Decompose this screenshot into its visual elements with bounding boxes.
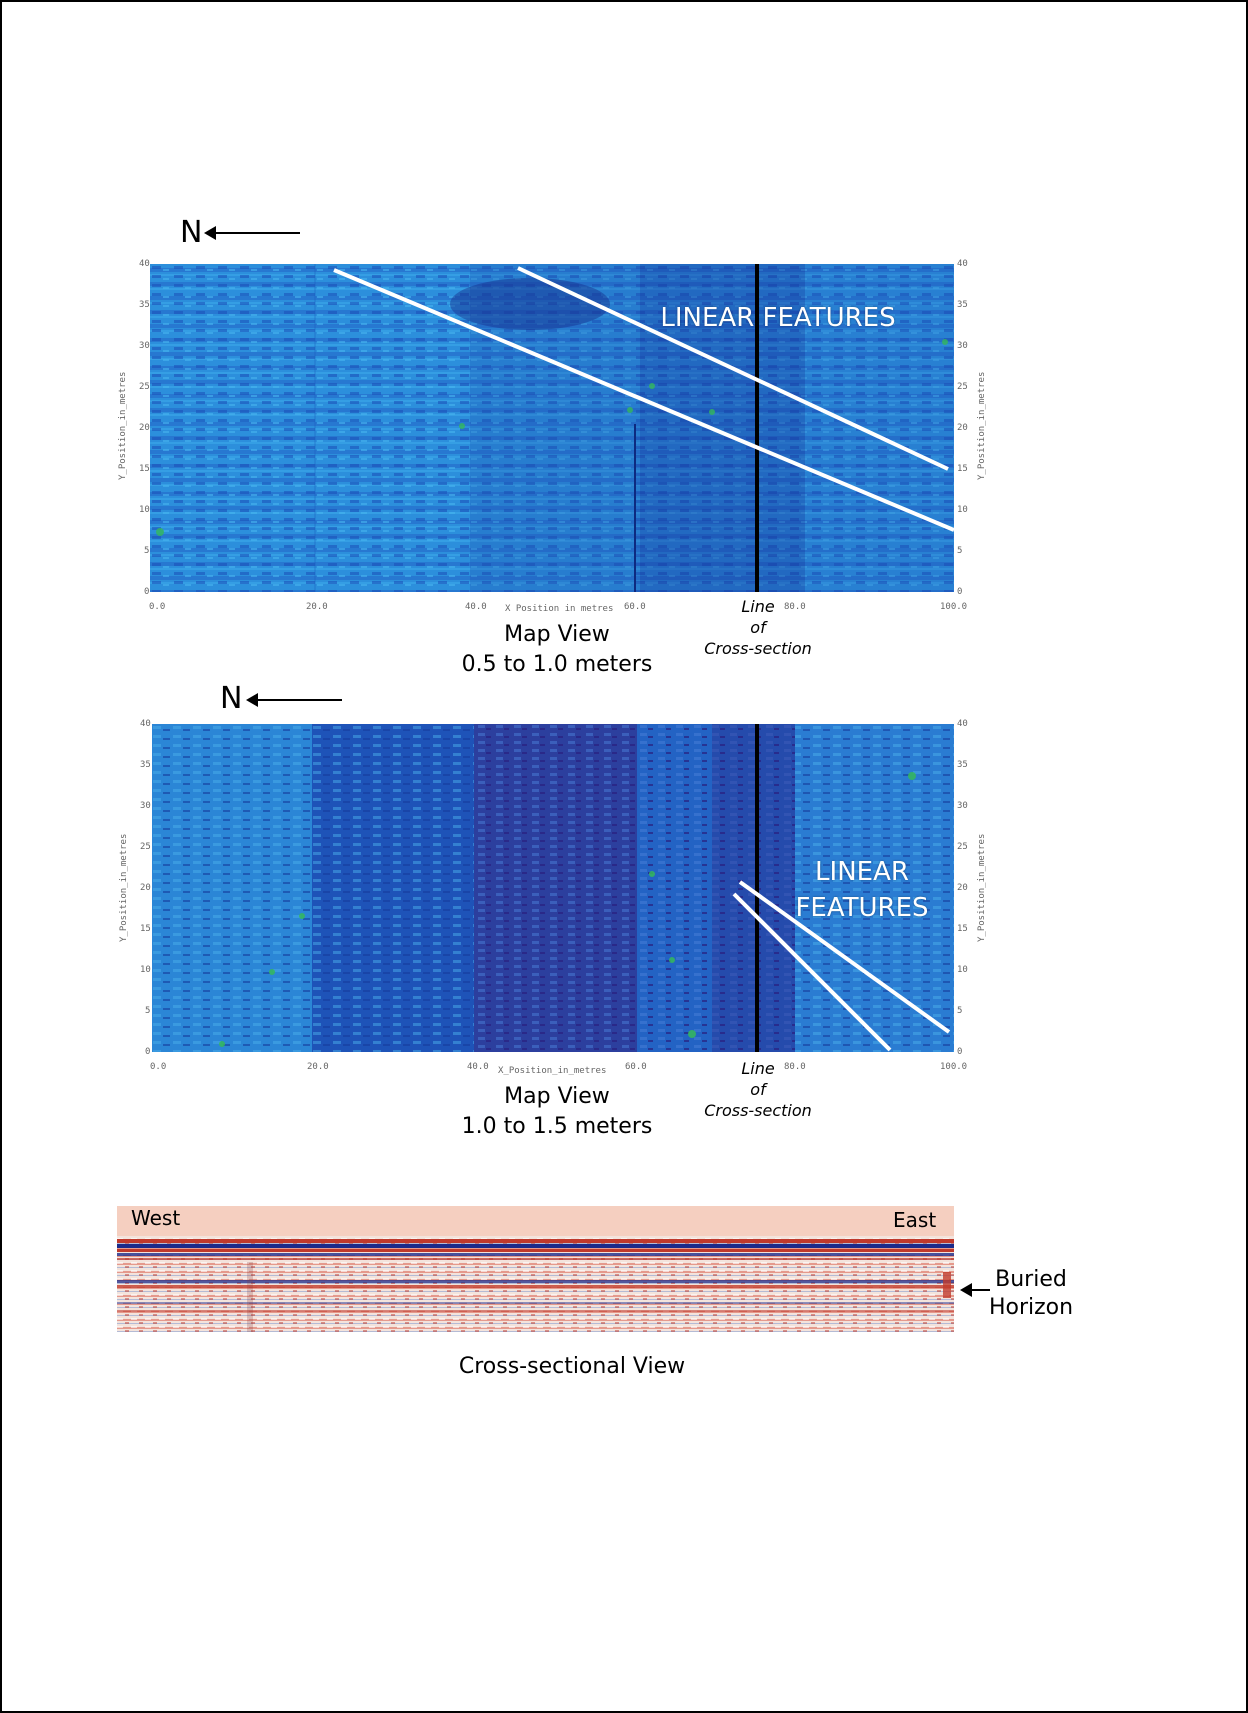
map-2-y-tick: 30 xyxy=(140,801,151,811)
line-label-word: Line xyxy=(741,1059,775,1078)
map-2-y-axis-title-right: Y_Position_in_metres xyxy=(977,833,987,942)
map-1-y-tick-right: 20 xyxy=(957,423,968,433)
line-of-cross-section-label-2: Line of Cross-section xyxy=(696,1058,820,1121)
north-label-1: N xyxy=(180,215,203,250)
map-2-y-tick-right: 10 xyxy=(957,965,968,975)
map-2-x-tick: 40.0 xyxy=(467,1062,489,1072)
line-label-word: of xyxy=(750,1080,766,1099)
map-1-caption-title: Map View xyxy=(504,622,610,647)
map-2-y-axis-title: Y_Position_in_metres xyxy=(119,833,129,942)
map-1-y-tick: 30 xyxy=(139,341,150,351)
map-2-y-tick-right: 30 xyxy=(957,801,968,811)
map-1-caption: Map View 0.5 to 1.0 meters xyxy=(452,620,662,680)
linear-features-label-word: LINEAR xyxy=(815,857,909,887)
buried-horizon-label: Buried Horizon xyxy=(986,1266,1076,1322)
linear-features-label-1: LINEAR FEATURES xyxy=(660,303,896,333)
cross-section-radargram xyxy=(117,1206,954,1332)
buried-horizon-arrow-icon xyxy=(960,1283,990,1297)
map-2-y-tick-right: 35 xyxy=(957,760,968,770)
map-1-panel-4 xyxy=(640,264,805,592)
map-1-y-tick: 0 xyxy=(144,587,150,597)
line-of-cross-section-label-1: Line of Cross-section xyxy=(696,596,820,659)
map-2-x-tick: 100.0 xyxy=(940,1062,968,1072)
map-2-y-tick-right: 25 xyxy=(957,842,968,852)
map-2-x-tick: 0.0 xyxy=(150,1062,167,1072)
linear-features-label-word: FEATURES xyxy=(795,893,929,923)
map-1-panel-3 xyxy=(470,264,640,592)
map-1-y-tick-right: 10 xyxy=(957,505,968,515)
map-1-raster xyxy=(150,264,954,592)
north-arrow-icon-1 xyxy=(204,226,300,240)
north-arrow-icon-2 xyxy=(246,693,342,707)
linear-features-label-2: LINEAR FEATURES xyxy=(782,854,942,926)
line-label-word: Cross-section xyxy=(704,639,812,658)
map-1-x-tick: 40.0 xyxy=(465,602,487,612)
map-2-y-tick-right: 15 xyxy=(957,924,968,934)
map-1-y-tick: 20 xyxy=(139,423,150,433)
map-2-y-tick: 15 xyxy=(140,924,151,934)
map-1-x-tick: 0.0 xyxy=(149,602,166,612)
map-1-x-tick: 100.0 xyxy=(940,602,968,612)
map-1-y-tick-right: 5 xyxy=(957,546,963,556)
map-1-y-tick: 40 xyxy=(139,259,150,269)
line-label-word: of xyxy=(750,618,766,637)
map-2-x-axis-title: X_Position_in_metres xyxy=(498,1066,607,1076)
map-2-y-tick: 10 xyxy=(140,965,151,975)
map-2-y-tick-right: 0 xyxy=(957,1047,963,1057)
map-2-y-tick: 35 xyxy=(140,760,151,770)
map-1-x-axis-title: X Position in metres xyxy=(505,604,614,614)
linear-feature-line-1a xyxy=(333,268,954,532)
map-2-raster xyxy=(152,724,954,1052)
linear-feature-line-2b xyxy=(732,892,892,1052)
map-2-y-tick: 40 xyxy=(140,719,151,729)
map-view-1: LINEAR FEATURES xyxy=(150,264,954,592)
map-1-y-tick-right: 30 xyxy=(957,341,968,351)
map-2-x-tick: 80.0 xyxy=(784,1062,806,1072)
map-2-y-tick-right: 5 xyxy=(957,1006,963,1016)
linear-feature-line-2a xyxy=(738,880,951,1034)
map-2-x-tick: 20.0 xyxy=(307,1062,329,1072)
map-2-y-tick-right: 40 xyxy=(957,719,968,729)
line-label-word: Line xyxy=(741,597,775,616)
map-1-y-axis-title: Y_Position_in_metres xyxy=(118,371,128,480)
map-1-y-tick: 5 xyxy=(144,546,150,556)
map-1-x-tick: 20.0 xyxy=(306,602,328,612)
map-1-y-tick-right: 35 xyxy=(957,300,968,310)
map-1-y-tick: 25 xyxy=(139,382,150,392)
map-1-y-tick-right: 15 xyxy=(957,464,968,474)
buried-horizon-word: Horizon xyxy=(988,1295,1074,1320)
map-2-y-tick: 25 xyxy=(140,842,151,852)
map-1-y-tick: 35 xyxy=(139,300,150,310)
map-1-y-tick-right: 0 xyxy=(957,587,963,597)
map-1-x-tick: 80.0 xyxy=(784,602,806,612)
map-1-caption-range: 0.5 to 1.0 meters xyxy=(461,652,653,677)
line-label-word: Cross-section xyxy=(704,1101,812,1120)
map-2-x-tick: 60.0 xyxy=(625,1062,647,1072)
linear-feature-line-1b xyxy=(517,266,949,471)
cross-section-view: West East xyxy=(117,1206,954,1332)
east-label: East xyxy=(893,1208,937,1232)
map-1-y-tick-right: 25 xyxy=(957,382,968,392)
map-1-y-tick: 15 xyxy=(139,464,150,474)
map-2-y-tick-right: 20 xyxy=(957,883,968,893)
cross-section-caption: Cross-sectional View xyxy=(458,1354,686,1379)
map-1-y-tick-right: 40 xyxy=(957,259,968,269)
map-2-caption-range: 1.0 to 1.5 meters xyxy=(461,1114,653,1139)
buried-horizon-word: Buried xyxy=(995,1267,1067,1292)
north-label-2: N xyxy=(220,681,243,716)
map-1-y-axis-title-right: Y_Position_in_metres xyxy=(977,371,987,480)
map-1-panel-5 xyxy=(805,264,954,592)
map-1-x-tick: 60.0 xyxy=(624,602,646,612)
west-label: West xyxy=(131,1206,181,1230)
map-2-y-tick: 0 xyxy=(145,1047,151,1057)
map-2-caption: Map View 1.0 to 1.5 meters xyxy=(452,1082,662,1142)
map-2-y-tick: 5 xyxy=(145,1006,151,1016)
map-2-y-tick: 20 xyxy=(140,883,151,893)
map-1-y-tick: 10 xyxy=(139,505,150,515)
map-view-2: LINEAR FEATURES xyxy=(152,724,954,1052)
map-2-caption-title: Map View xyxy=(504,1084,610,1109)
